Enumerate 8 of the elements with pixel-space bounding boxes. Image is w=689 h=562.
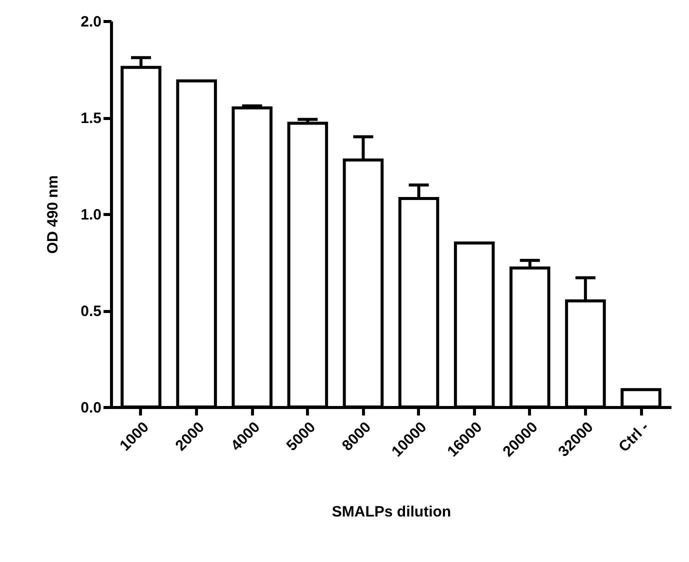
- y-tick-label: 1.0: [80, 206, 102, 224]
- y-tick-label: 1.5: [80, 110, 102, 127]
- y-tick-label: 0.0: [80, 400, 102, 416]
- y-tick-label: 2.0: [80, 14, 102, 30]
- x-axis-title: SMALPs dilution: [332, 504, 452, 521]
- y-axis-title: OD 490 nm: [44, 175, 62, 254]
- x-tick-label: Ctrl -: [616, 418, 652, 456]
- y-tick-label: 0.5: [80, 303, 102, 320]
